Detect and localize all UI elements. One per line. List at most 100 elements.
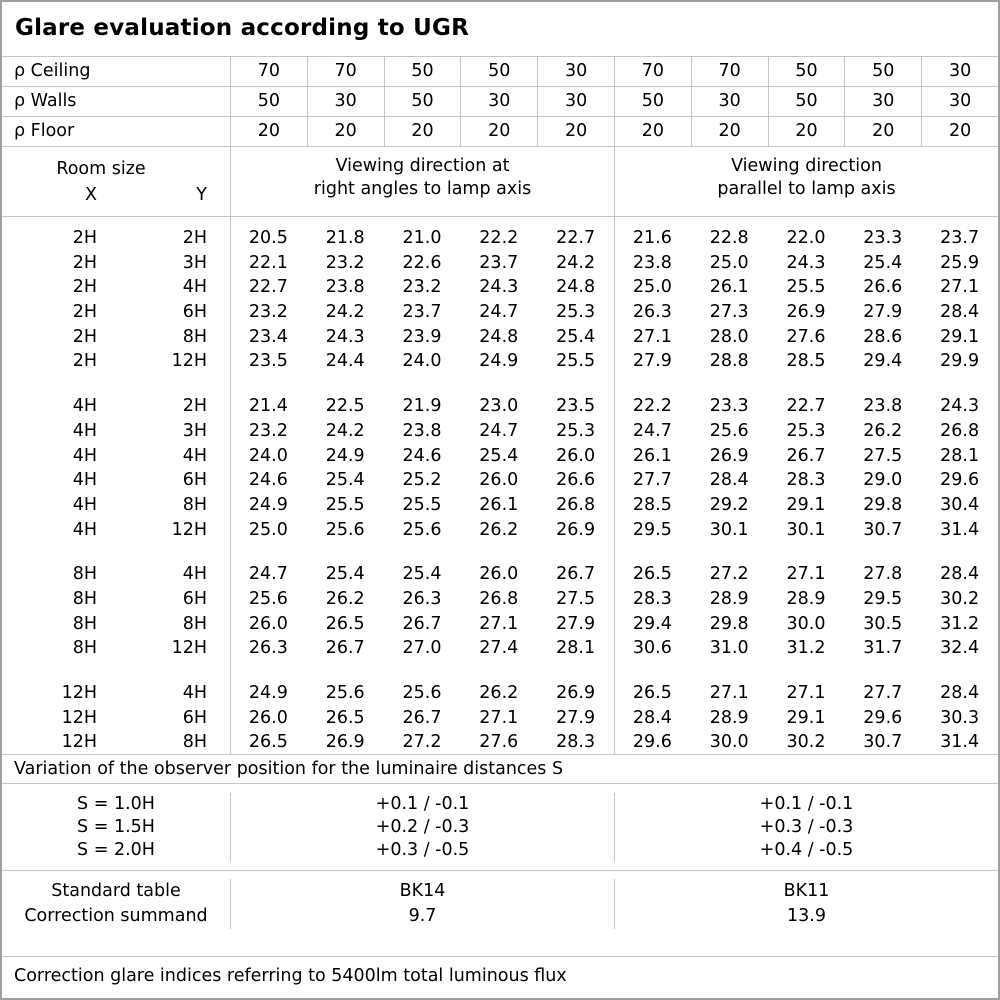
ugr-value-cell: 26.5 [248, 732, 288, 753]
ugr-value-cell: 25.6 [325, 519, 365, 540]
ugr-row: 8H 12H 26.3 26.7 27.0 27.4 28.1 30.6 31.0 31.2 31.… [2, 636, 998, 661]
ugr-value-cell: 23.8 [863, 396, 903, 417]
column-header-band: Room size X Y Viewing direction at right… [2, 147, 998, 217]
ugr-value-cell: 27.6 [786, 326, 826, 347]
ugr-value-cell: 23.3 [863, 228, 903, 248]
reflectance-value-cell: 30 [690, 87, 768, 116]
ugr-value-cell: 27.4 [479, 638, 519, 659]
ugr-value-cell: 25.3 [786, 420, 826, 441]
room-y-cell: 2H [182, 228, 207, 248]
spacer [207, 325, 230, 350]
viewing-header-parallel-line2: parallel to lamp axis [717, 179, 896, 199]
room-y-cell: 4H [182, 445, 207, 466]
reflectance-value-cell: 70 [690, 57, 768, 86]
ugr-value-cell: 23.8 [325, 277, 365, 298]
summary-value-right-angles: 9.7 [230, 904, 614, 929]
ugr-value-cell: 23.3 [709, 396, 749, 417]
ugr-value-cell: 22.2 [479, 228, 519, 248]
variation-distance-label: S = 1.5H [77, 817, 155, 837]
summary-label: Correction summand [24, 906, 208, 926]
ugr-value-cell: 25.0 [709, 252, 749, 273]
ugr-value-cell: 27.6 [479, 732, 519, 753]
ugr-value-cell: 24.6 [248, 470, 288, 491]
ugr-value-cell: 26.8 [479, 588, 519, 609]
room-y-cell: 8H [182, 494, 207, 515]
ugr-value-cell: 26.3 [402, 588, 442, 609]
room-size-x-label: X [85, 185, 97, 205]
room-x-cell: 2H [72, 351, 97, 372]
ugr-value-cell: 28.4 [940, 683, 980, 703]
reflectance-value-cell: 20 [230, 117, 307, 146]
room-y-cell: 3H [182, 252, 207, 273]
room-x-cell: 8H [72, 613, 97, 634]
summary-value-parallel: BK11 [614, 879, 998, 904]
ugr-value-cell: 25.0 [248, 519, 288, 540]
reflectance-value-cell: 30 [844, 87, 921, 116]
reflectance-table: ρ Ceiling 70 70 50 50 30 70 70 50 50 30 ρ Walls 50 30… [2, 57, 998, 147]
reflectance-value-cell: 20 [921, 117, 998, 146]
ugr-value-cell: 25.9 [940, 252, 980, 273]
ugr-value-cell: 28.3 [632, 588, 672, 609]
ugr-value-cell: 25.6 [402, 683, 442, 703]
ugr-value-cell: 25.3 [556, 302, 596, 323]
ugr-row: 4H 6H 24.6 25.4 25.2 26.0 26.6 27.7 28.4 28.3 29.0… [2, 468, 998, 493]
ugr-value-cell: 24.8 [479, 326, 519, 347]
ugr-row: 4H 12H 25.0 25.6 25.6 26.2 26.9 29.5 30.1 30.1 30.… [2, 518, 998, 543]
ugr-value-cell: 25.4 [402, 564, 442, 585]
ugr-value-cell: 27.1 [940, 277, 980, 298]
ugr-value-cell: 26.5 [325, 707, 365, 728]
ugr-value-cell: 26.6 [556, 470, 596, 491]
viewing-header-right-angles: Viewing direction at right angles to lam… [230, 147, 614, 216]
variation-row: S = 2.0H +0.3 / -0.5 +0.4 / -0.5 [2, 839, 998, 862]
ugr-value-cell: 25.5 [325, 494, 365, 515]
ugr-value-cell: 23.5 [556, 396, 596, 417]
ugr-value-cell: 21.4 [248, 396, 288, 417]
ugr-value-cell: 26.0 [248, 707, 288, 728]
ugr-value-cell: 27.1 [786, 683, 826, 703]
spacer [207, 349, 230, 374]
ugr-value-cell: 21.9 [402, 396, 442, 417]
room-x-cell: 12H [61, 707, 97, 728]
ugr-value-cell: 24.3 [479, 277, 519, 298]
spacer [207, 493, 230, 518]
ugr-value-cell: 23.7 [402, 302, 442, 323]
reflectance-value-cell: 50 [844, 57, 921, 86]
ugr-value-cell: 26.1 [632, 445, 672, 466]
ugr-value-cell: 29.9 [940, 351, 980, 372]
row-label: ρ Walls [14, 91, 77, 111]
variation-value-right-angles: +0.1 / -0.1 [230, 793, 614, 816]
ugr-value-cell: 24.7 [479, 420, 519, 441]
ugr-value-cell: 31.2 [940, 613, 980, 634]
ugr-value-cell: 26.2 [479, 519, 519, 540]
ugr-row: 8H 6H 25.6 26.2 26.3 26.8 27.5 28.3 28.9 28.9 29.5… [2, 587, 998, 612]
ugr-value-cell: 26.1 [709, 277, 749, 298]
ugr-value-cell: 24.8 [556, 277, 596, 298]
ugr-value-cell: 26.5 [632, 683, 672, 703]
ugr-value-cell: 22.2 [632, 396, 672, 417]
room-x-cell: 4H [72, 494, 97, 515]
ugr-value-cell: 24.0 [402, 351, 442, 372]
ugr-value-cell: 30.6 [632, 638, 672, 659]
ugr-value-cell: 27.9 [556, 613, 596, 634]
ugr-value-cell: 26.8 [940, 420, 980, 441]
ugr-value-cell: 24.4 [325, 351, 365, 372]
room-y-cell: 3H [182, 420, 207, 441]
room-x-cell: 8H [72, 638, 97, 659]
ugr-value-cell: 25.6 [402, 519, 442, 540]
room-size-header: Room size X Y [2, 147, 230, 216]
reflectance-value-cell: 30 [306, 87, 384, 116]
ugr-value-cell: 31.7 [863, 638, 903, 659]
ugr-value-cell: 24.0 [248, 445, 288, 466]
ugr-value-cell: 24.9 [248, 683, 288, 703]
room-x-cell: 2H [72, 228, 97, 248]
spacer [207, 562, 230, 587]
ugr-value-cell: 22.1 [248, 252, 288, 273]
ugr-row-group: 4H 2H 21.4 22.5 21.9 23.0 23.5 22.2 23.3 22.7 23.8… [2, 394, 998, 542]
ugr-value-cell: 23.8 [402, 420, 442, 441]
reflectance-value-cell: 50 [767, 57, 845, 86]
ugr-value-cell: 26.7 [402, 707, 442, 728]
room-y-cell: 12H [171, 638, 207, 659]
ugr-value-cell: 24.2 [325, 420, 365, 441]
variation-value-right-angles: +0.2 / -0.3 [230, 816, 614, 839]
